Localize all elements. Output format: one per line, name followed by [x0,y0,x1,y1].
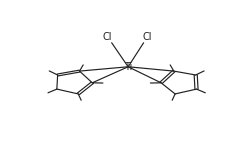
Text: Ti: Ti [124,62,132,72]
Text: Cl: Cl [102,32,112,42]
Text: Cl: Cl [143,32,152,42]
